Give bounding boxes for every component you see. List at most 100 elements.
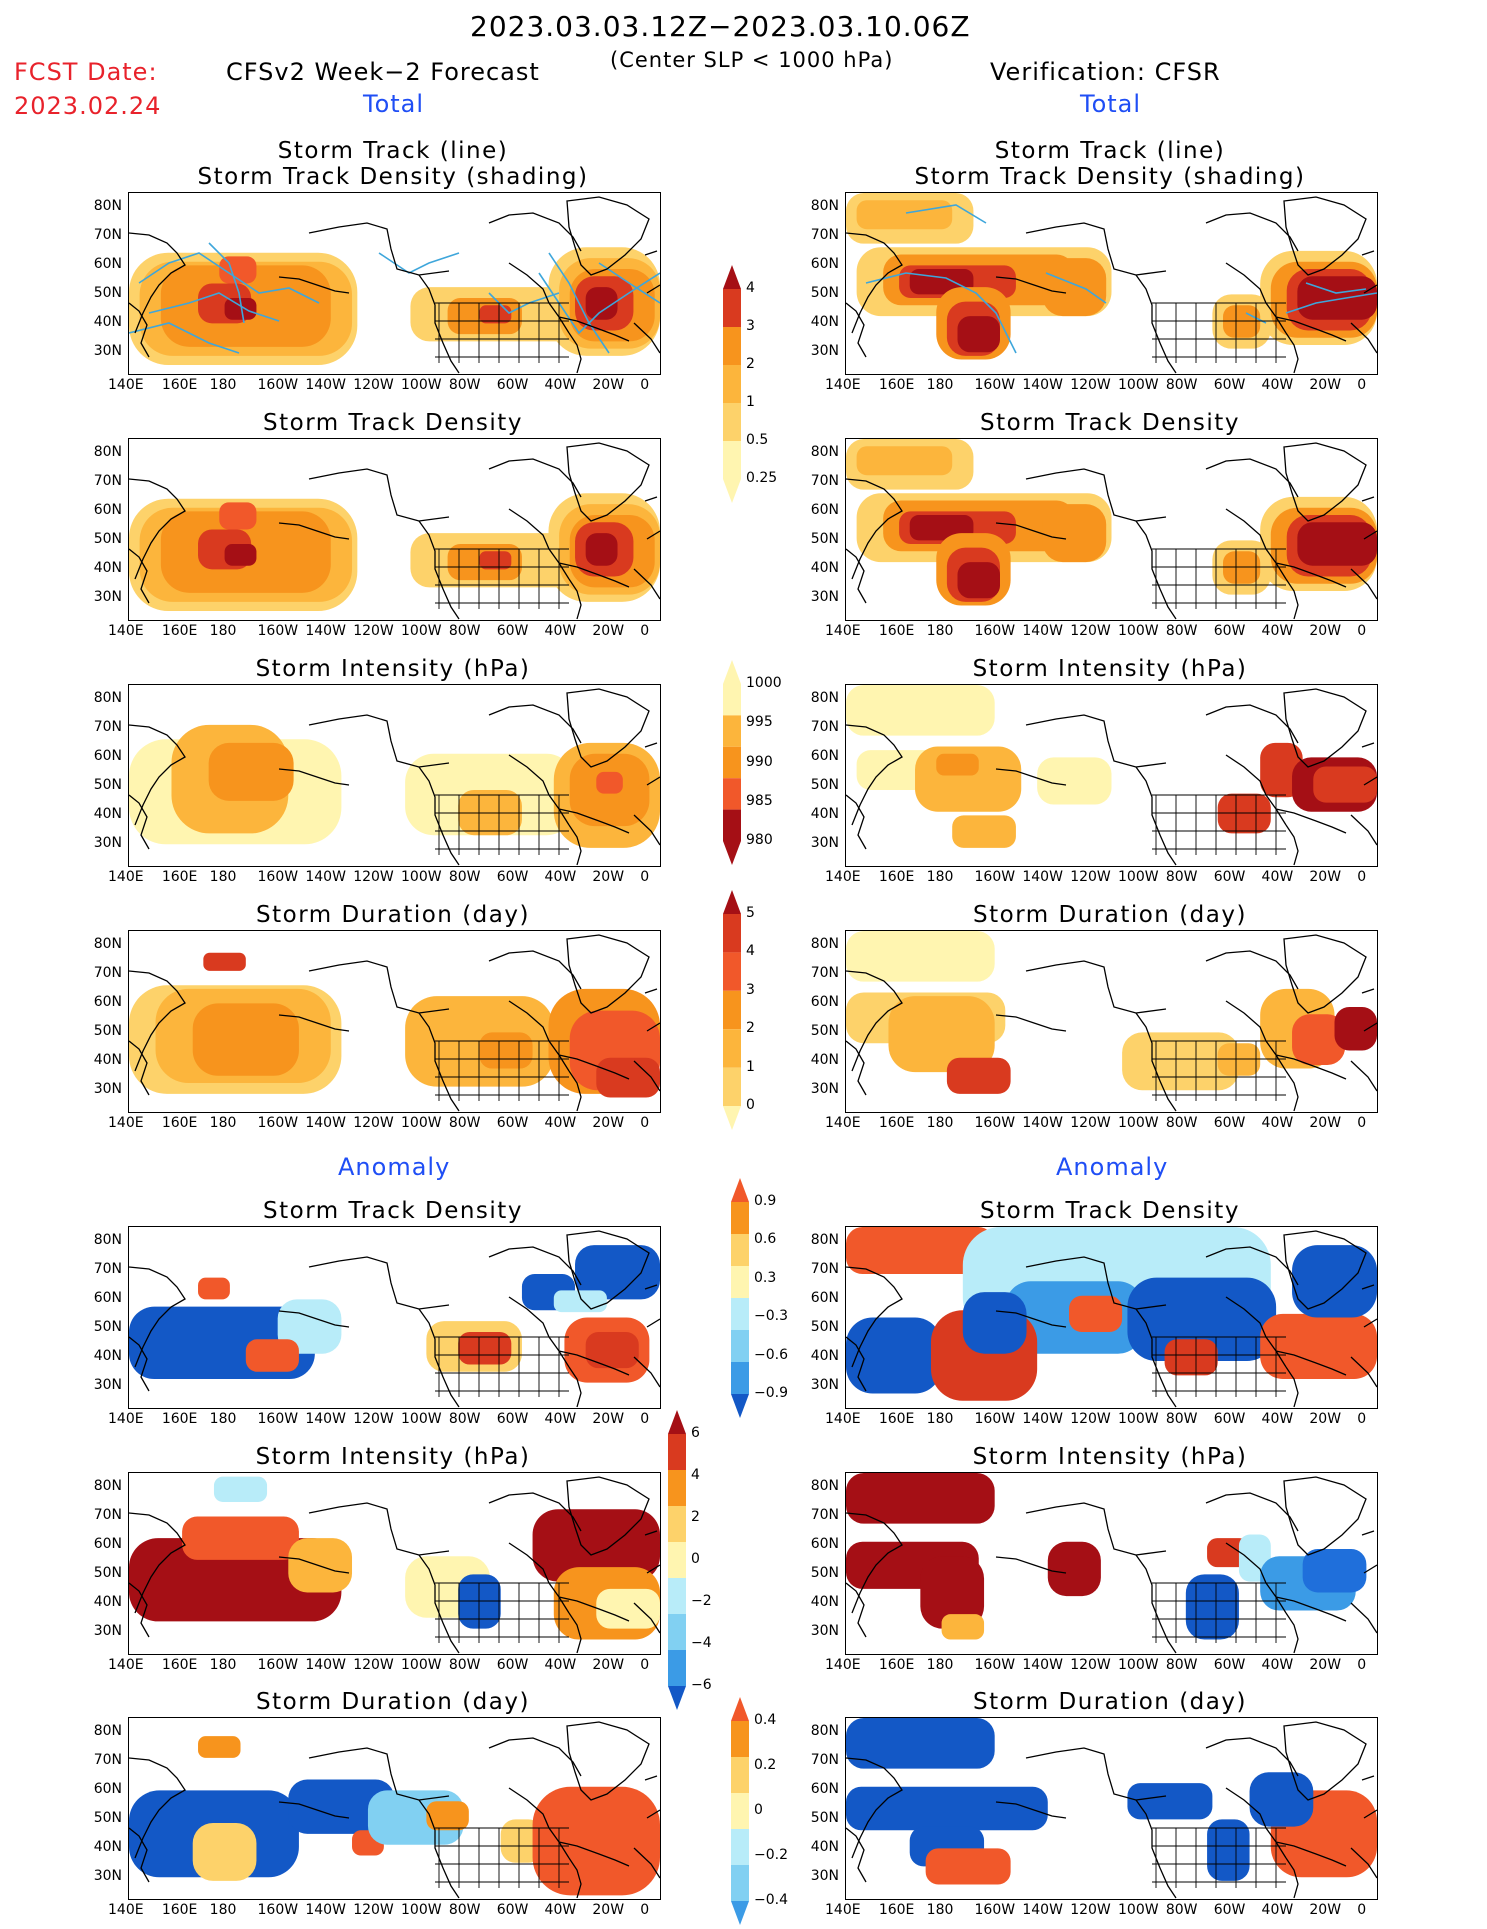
colorbar-label: 0 (746, 1097, 755, 1113)
shade-cell (1069, 1295, 1123, 1332)
coastline (129, 1721, 660, 1899)
colorbar-segment (731, 1721, 749, 1757)
lon-tick-label: 160W (974, 1902, 1016, 1918)
lat-tick-label: 60N (93, 256, 122, 272)
lon-tick-label: 120W (353, 869, 394, 885)
lon-tick-label: 100W (401, 623, 442, 639)
lon-tick-label: 120W (353, 623, 394, 639)
shade-cell (1037, 757, 1112, 805)
forecast-map-panel (128, 930, 661, 1113)
lon-tick-label: 180 (209, 1902, 237, 1918)
lat-tick-label: 60N (810, 994, 839, 1010)
lat-tick-label: 40N (93, 314, 122, 330)
lon-tick-label: 160E (878, 869, 915, 885)
lat-tick-label: 30N (810, 1081, 839, 1097)
lon-tick-label: 60W (1213, 1115, 1246, 1131)
shade-cell (925, 1848, 1011, 1885)
lon-tick-label: 0 (640, 1657, 650, 1673)
shade-cell (846, 1718, 995, 1769)
lon-tick-label: 180 (209, 1657, 237, 1673)
lon-tick-label: 160E (878, 1115, 915, 1131)
lat-tick-label: 80N (93, 936, 122, 952)
lon-tick-label: 160W (257, 377, 299, 393)
lon-tick-label: 160W (974, 1411, 1016, 1427)
lat-tick-label: 40N (810, 560, 839, 576)
lon-tick-label: 180 (926, 1115, 954, 1131)
state-borders (435, 1827, 569, 1888)
colorbar-label: 3 (746, 981, 755, 998)
lon-tick-label: 140W (305, 1411, 346, 1427)
shade-cell (192, 1003, 299, 1076)
lon-tick-label: 40W (1261, 623, 1294, 639)
fcst-date-label: FCST Date: (14, 58, 158, 86)
coastline (129, 196, 660, 374)
lon-tick-label: 20W (1309, 623, 1342, 639)
lat-tick-label: 80N (93, 690, 122, 706)
colorbar-label: 1 (746, 394, 755, 410)
colorbar-label: 0 (754, 1802, 763, 1818)
lon-tick-label: 100W (1118, 623, 1159, 639)
lon-tick-label: 40W (544, 1411, 577, 1427)
shade-cell (941, 1614, 985, 1640)
lon-tick-label: 160E (161, 869, 198, 885)
lat-tick-label: 80N (93, 198, 122, 214)
lat-tick-label: 70N (810, 473, 839, 489)
lon-tick-label: 80W (448, 377, 481, 393)
lat-tick-label: 70N (810, 965, 839, 981)
lat-tick-label: 30N (93, 1868, 122, 1884)
colorbar-label: 6 (691, 1425, 700, 1441)
lat-tick-label: 40N (93, 1348, 122, 1364)
colorbar-segment (668, 1470, 686, 1506)
lon-tick-label: 140E (108, 623, 144, 639)
lat-tick-label: 80N (93, 1478, 122, 1494)
lon-tick-label: 180 (209, 869, 237, 885)
lon-tick-label: 80W (448, 1115, 481, 1131)
coastline (846, 1230, 1377, 1408)
shade-cell (946, 1057, 1011, 1094)
shade-cell (479, 551, 512, 570)
lon-tick-label: 120W (1070, 1657, 1111, 1673)
lon-tick-label: 40W (1261, 377, 1294, 393)
lon-tick-label: 160E (161, 1657, 198, 1673)
lat-tick-label: 80N (810, 198, 839, 214)
colorbar-segment (723, 778, 741, 810)
lon-tick-label: 120W (1070, 1411, 1111, 1427)
lon-tick-label: 160W (257, 869, 299, 885)
panel-title: Storm Track Density (980, 410, 1240, 436)
colorbar-label: 0.3 (754, 1269, 777, 1286)
lat-tick-label: 40N (93, 560, 122, 576)
shade-cell (957, 562, 1000, 599)
shade-cell (846, 1473, 995, 1524)
verification-map-panel (845, 192, 1378, 375)
lat-tick-label: 80N (810, 444, 839, 460)
lon-tick-label: 160W (257, 1657, 299, 1673)
colorbar-segment (723, 441, 741, 479)
colorbar-label: 4 (691, 1467, 700, 1483)
shading-layer (846, 931, 1377, 1094)
lon-tick-label: 40W (544, 1115, 577, 1131)
lon-tick-label: 160E (878, 1657, 915, 1673)
colorbar-label: 0.9 (754, 1193, 777, 1209)
lon-tick-label: 80W (448, 623, 481, 639)
lon-tick-label: 40W (1261, 1902, 1294, 1918)
colorbar-segment (723, 715, 741, 747)
lat-tick-label: 80N (810, 936, 839, 952)
lon-tick-label: 140E (108, 1115, 144, 1131)
lat-tick-label: 40N (810, 1052, 839, 1068)
colorbar-segment (731, 1829, 749, 1865)
lat-tick-label: 30N (810, 1623, 839, 1639)
colorbar-label: −0.4 (754, 1892, 788, 1908)
lon-tick-label: 60W (1213, 869, 1246, 885)
shade-cell (479, 1032, 533, 1069)
shade-cell (479, 305, 512, 324)
lon-tick-label: 100W (401, 377, 442, 393)
lon-tick-label: 180 (926, 1411, 954, 1427)
shade-cell (1223, 551, 1261, 584)
colorbar-top-arrow (668, 1410, 686, 1434)
colorbar-segment (731, 1202, 749, 1234)
lon-tick-label: 20W (592, 1411, 625, 1427)
anomaly-label-left: Anomaly (338, 1153, 451, 1181)
lon-tick-label: 120W (353, 1657, 394, 1673)
shade-cell (585, 533, 618, 566)
lon-tick-label: 40W (1261, 1115, 1294, 1131)
